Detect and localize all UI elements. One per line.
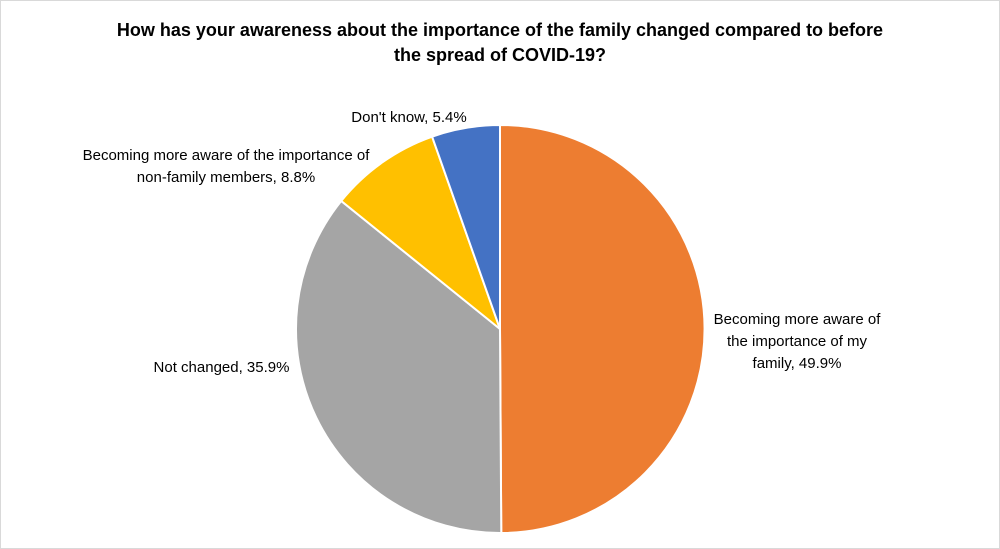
slice-label-line: Becoming more aware of the importance of <box>82 147 370 164</box>
slice-label-line: Not changed, 35.9% <box>153 359 290 376</box>
slice-label-line: non-family members, 8.8% <box>136 169 316 186</box>
chart-title-line-1: How has your awareness about the importa… <box>116 20 884 40</box>
slice-label-dont-know: Don't know, 5.4% <box>309 107 509 129</box>
slice-label-line: Don't know, 5.4% <box>351 109 467 126</box>
chart-title-line-2: the spread of COVID-19? <box>393 45 607 65</box>
chart-title: How has your awareness about the importa… <box>1 18 999 68</box>
slice-label-not-changed: Not changed, 35.9% <box>101 357 342 379</box>
slice-label-line: the importance of my <box>726 333 868 350</box>
pie-slice-3 <box>431 124 501 330</box>
slice-label-line: family, 49.9% <box>752 355 842 372</box>
slice-label-more-aware-non-family: Becoming more aware of the importance of… <box>52 145 400 189</box>
pie-slice-1 <box>295 199 503 535</box>
slice-label-more-aware-family: Becoming more aware of the importance of… <box>657 309 937 375</box>
slice-label-line: Becoming more aware of <box>713 311 881 328</box>
pie-slice-0 <box>499 123 706 534</box>
pie-slice-2 <box>340 135 501 330</box>
